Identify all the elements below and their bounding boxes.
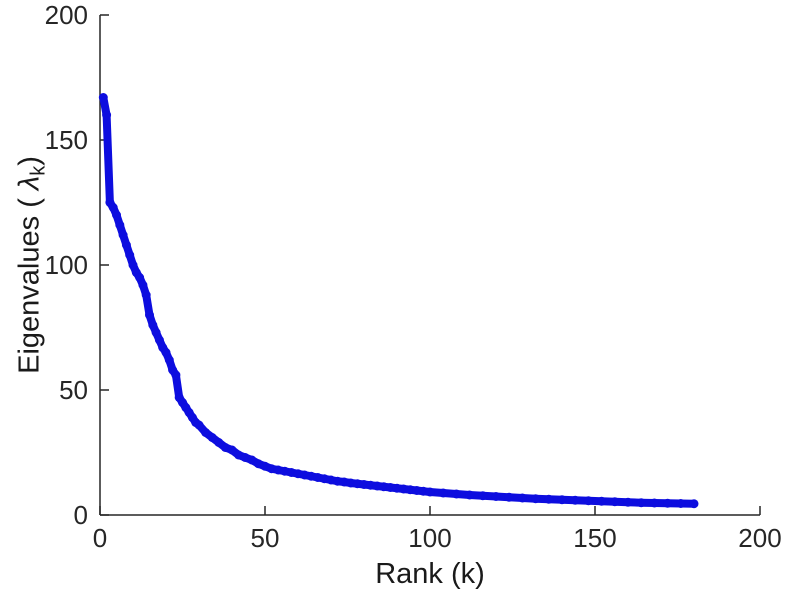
data-point-marker	[138, 280, 148, 290]
data-point-marker	[154, 335, 164, 345]
data-point-marker	[207, 433, 217, 442]
data-point-marker	[412, 486, 422, 495]
data-point-marker	[214, 438, 224, 447]
data-point-marker	[112, 210, 121, 220]
data-point-marker	[517, 493, 527, 503]
data-point-marker	[491, 492, 501, 501]
data-point-marker	[201, 428, 211, 437]
data-point-marker	[366, 480, 376, 490]
data-point-marker	[544, 494, 554, 504]
data-point-marker	[379, 482, 389, 492]
data-point-marker	[118, 230, 128, 240]
data-point-marker	[372, 481, 382, 491]
data-point-marker	[108, 203, 118, 212]
data-point-marker	[570, 495, 580, 505]
data-point-marker	[597, 496, 607, 506]
data-point-marker	[346, 478, 356, 488]
eigenvalue-curve	[99, 93, 698, 508]
data-point-marker	[141, 290, 151, 300]
y-axis-label-suffix: )	[13, 156, 46, 166]
data-point-marker	[151, 328, 161, 337]
data-point-marker	[418, 486, 428, 496]
data-point-marker	[478, 491, 488, 501]
data-point-marker	[135, 273, 145, 282]
data-point-marker	[392, 483, 402, 493]
data-point-marker	[227, 445, 237, 455]
data-point-marker	[125, 250, 135, 260]
data-point-marker	[405, 485, 415, 495]
data-point-marker	[247, 455, 257, 465]
data-point-marker	[425, 487, 435, 497]
data-point-marker	[557, 495, 567, 505]
data-point-marker	[333, 476, 343, 486]
data-point-marker	[583, 496, 593, 506]
data-point-marker	[385, 483, 395, 492]
data-point-marker	[504, 492, 514, 502]
data-point-marker	[399, 484, 409, 494]
data-point-marker	[164, 355, 174, 365]
data-point-marker	[663, 498, 673, 508]
data-point-marker	[352, 479, 362, 489]
data-point-marker	[438, 488, 448, 498]
x-tick-label: 50	[251, 523, 280, 553]
data-point-marker	[689, 499, 699, 509]
x-tick-label: 0	[93, 523, 107, 553]
x-tick-label: 100	[408, 523, 451, 553]
data-point-marker	[102, 110, 112, 120]
y-axis-label-prefix: Eigenvalues (	[13, 190, 46, 374]
data-point-marker	[623, 497, 633, 507]
data-point-marker	[98, 93, 108, 102]
data-point-marker	[610, 497, 620, 507]
data-point-marker	[194, 420, 204, 430]
x-tick-label: 150	[573, 523, 616, 553]
x-axis-label: Rank (k)	[375, 558, 485, 590]
data-point-marker	[636, 498, 646, 508]
data-point-marker	[148, 320, 158, 330]
data-point-marker	[465, 490, 475, 500]
data-point-marker	[649, 498, 659, 508]
data-point-marker	[171, 370, 181, 380]
data-point-marker	[115, 220, 125, 230]
data-point-marker	[145, 310, 154, 320]
y-tick-label: 200	[45, 0, 88, 30]
data-point-marker	[531, 494, 541, 504]
lambda-subscript: k	[27, 165, 50, 176]
y-tick-label: 100	[45, 250, 88, 280]
data-point-marker	[161, 348, 171, 357]
x-tick-label: 200	[738, 523, 781, 553]
y-tick-label: 0	[74, 500, 88, 530]
lambda-symbol: λ	[13, 175, 46, 191]
data-point-marker	[676, 499, 686, 508]
y-axis-label: Eigenvalues ( λk)	[14, 156, 51, 374]
data-point-marker	[339, 477, 349, 487]
data-point-marker	[451, 489, 461, 499]
y-tick-label: 150	[45, 125, 88, 155]
data-point-marker	[121, 240, 131, 250]
data-point-marker	[359, 480, 369, 489]
data-point-marker	[128, 260, 138, 270]
y-tick-label: 50	[59, 375, 88, 405]
